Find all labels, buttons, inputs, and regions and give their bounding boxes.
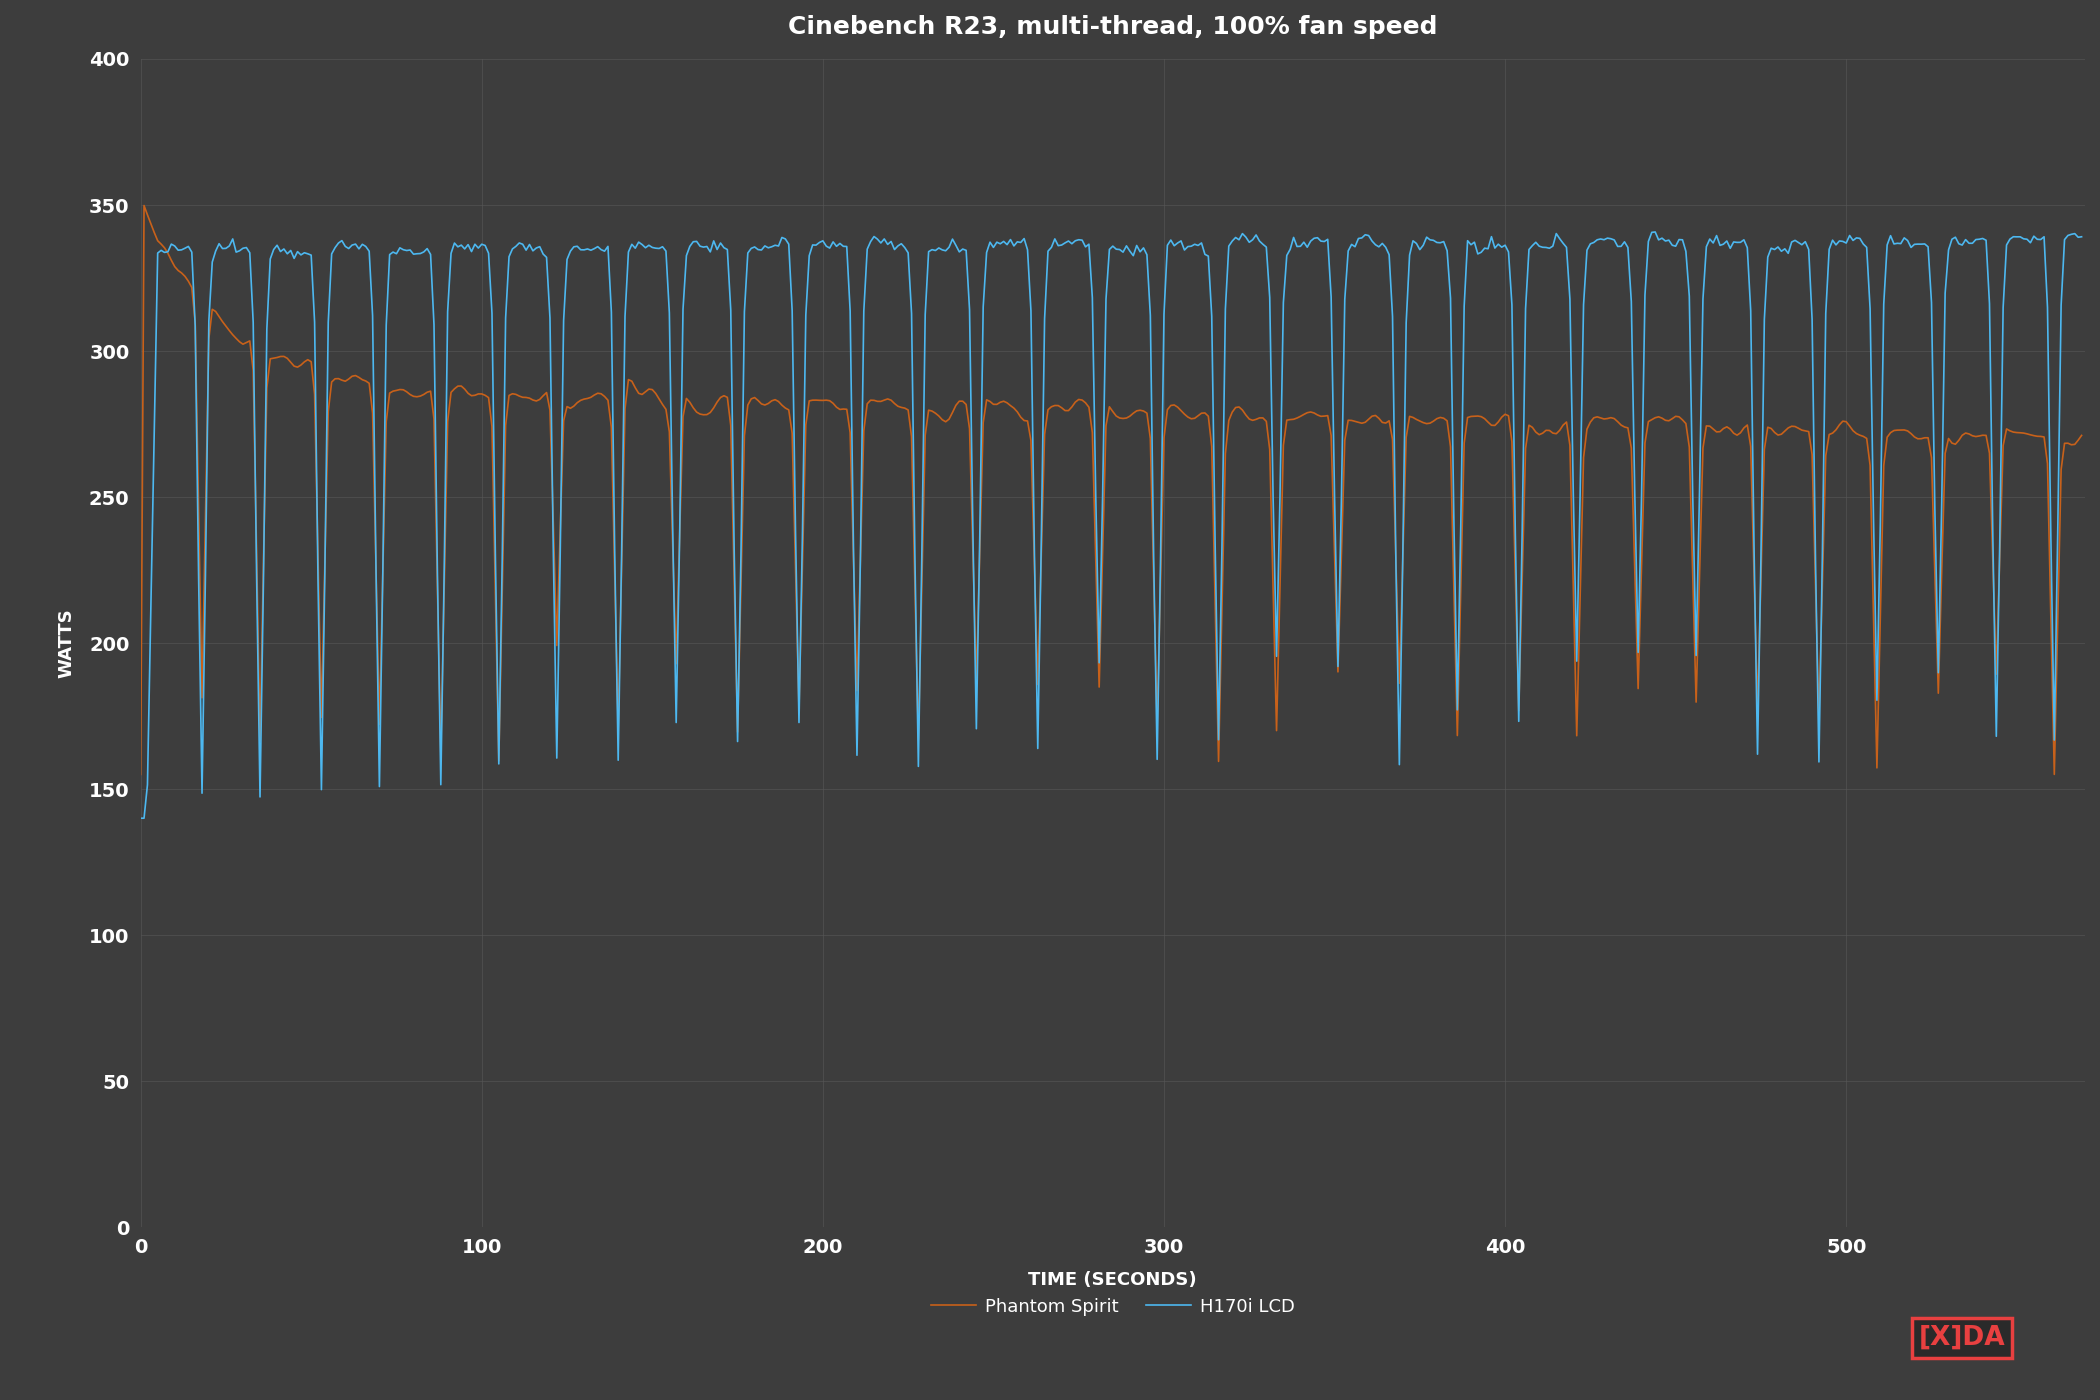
Phantom Spirit (840, 553, 865, 570)
Phantom Spirit (132, 197, 158, 214)
H170i LCD (1642, 224, 1667, 241)
Y-axis label: WATTS: WATTS (57, 608, 76, 678)
Phantom Spirit (151, 239, 176, 256)
Phantom Spirit (1292, 406, 1317, 423)
H170i LCD (149, 242, 174, 259)
Phantom Spirit (183, 315, 208, 332)
H170i LCD (2068, 228, 2094, 245)
Phantom Spirit (2068, 427, 2094, 444)
Line: Phantom Spirit: Phantom Spirit (141, 206, 2081, 774)
X-axis label: TIME (SECONDS): TIME (SECONDS) (1029, 1271, 1197, 1289)
H170i LCD (397, 242, 422, 259)
Line: H170i LCD: H170i LCD (141, 232, 2081, 818)
Phantom Spirit (401, 388, 426, 405)
H170i LCD (1287, 238, 1312, 255)
H170i LCD (838, 302, 863, 319)
Title: Cinebench R23, multi-thread, 100% fan speed: Cinebench R23, multi-thread, 100% fan sp… (788, 15, 1438, 39)
H170i LCD (302, 314, 328, 330)
Phantom Spirit (128, 766, 153, 783)
Text: [X]DA: [X]DA (1919, 1324, 2006, 1351)
H170i LCD (128, 809, 153, 826)
Phantom Spirit (304, 547, 330, 564)
Legend: Phantom Spirit, H170i LCD: Phantom Spirit, H170i LCD (924, 1291, 1302, 1323)
H170i LCD (178, 244, 204, 260)
